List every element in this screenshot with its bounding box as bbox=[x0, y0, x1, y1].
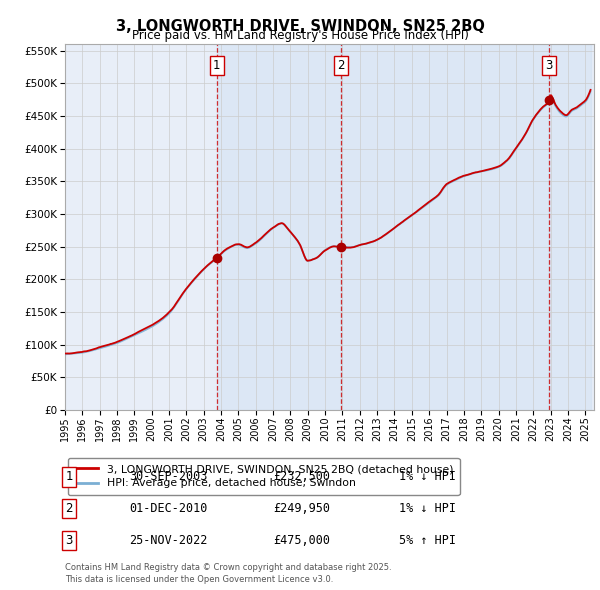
Text: 3, LONGWORTH DRIVE, SWINDON, SN25 2BQ: 3, LONGWORTH DRIVE, SWINDON, SN25 2BQ bbox=[116, 19, 484, 34]
Text: 2: 2 bbox=[65, 502, 73, 515]
Text: 1% ↓ HPI: 1% ↓ HPI bbox=[399, 470, 456, 483]
Text: 3: 3 bbox=[65, 534, 73, 547]
Text: 3: 3 bbox=[545, 59, 553, 72]
Text: £249,950: £249,950 bbox=[273, 502, 330, 515]
Text: £475,000: £475,000 bbox=[273, 534, 330, 547]
Text: 1% ↓ HPI: 1% ↓ HPI bbox=[399, 502, 456, 515]
Bar bbox=[217, 44, 341, 410]
Bar bbox=[341, 44, 549, 410]
Legend: 3, LONGWORTH DRIVE, SWINDON, SN25 2BQ (detached house), HPI: Average price, deta: 3, LONGWORTH DRIVE, SWINDON, SN25 2BQ (d… bbox=[68, 457, 460, 495]
Bar bbox=[549, 44, 590, 410]
Text: 2: 2 bbox=[337, 59, 344, 72]
Text: Price paid vs. HM Land Registry's House Price Index (HPI): Price paid vs. HM Land Registry's House … bbox=[131, 30, 469, 42]
Text: 30-SEP-2003: 30-SEP-2003 bbox=[129, 470, 208, 483]
Text: 1: 1 bbox=[65, 470, 73, 483]
Text: 5% ↑ HPI: 5% ↑ HPI bbox=[399, 534, 456, 547]
Text: 01-DEC-2010: 01-DEC-2010 bbox=[129, 502, 208, 515]
Text: 25-NOV-2022: 25-NOV-2022 bbox=[129, 534, 208, 547]
Text: 1: 1 bbox=[213, 59, 220, 72]
Text: Contains HM Land Registry data © Crown copyright and database right 2025.
This d: Contains HM Land Registry data © Crown c… bbox=[65, 563, 391, 584]
Text: £232,500: £232,500 bbox=[273, 470, 330, 483]
